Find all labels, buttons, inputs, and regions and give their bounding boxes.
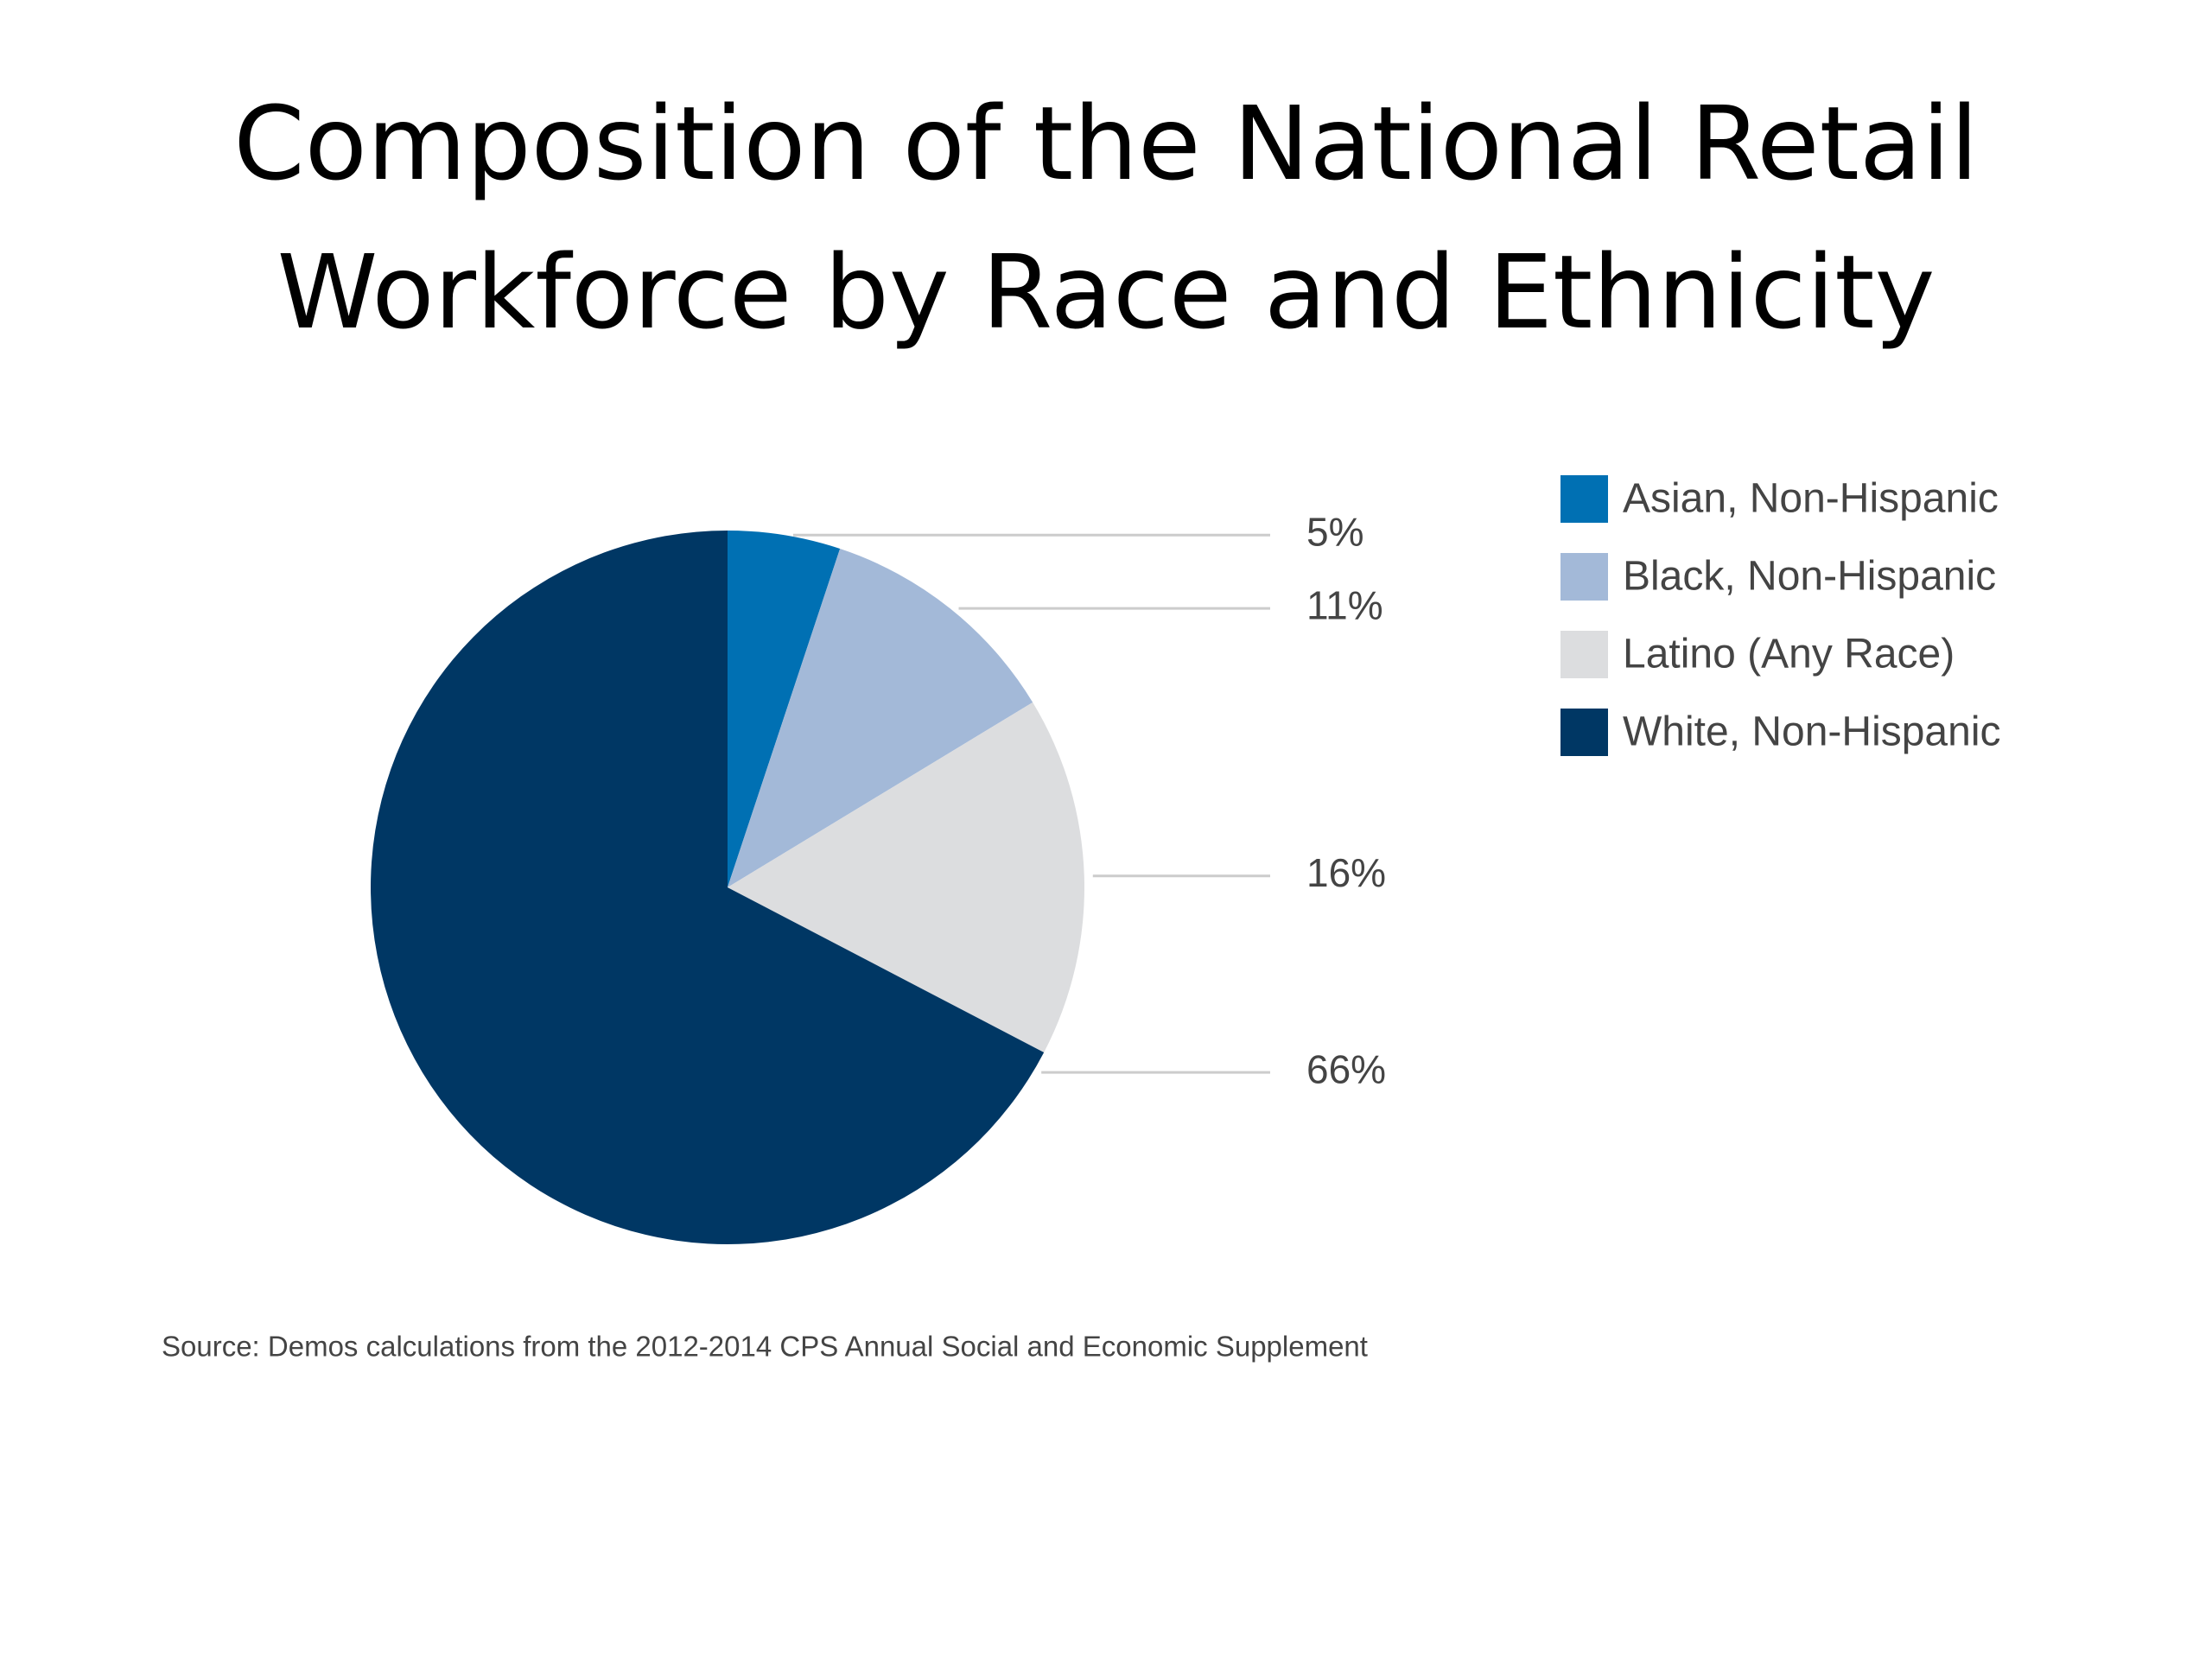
legend-swatch: [1560, 709, 1608, 756]
legend-swatch: [1560, 553, 1608, 601]
data-label: 66%: [1306, 1046, 1386, 1091]
legend-swatch: [1560, 475, 1608, 523]
data-label: 11%: [1306, 582, 1383, 627]
chart-title: Composition of the National Retail Workf…: [233, 84, 1979, 352]
legend-label: Asian, Non-Hispanic: [1623, 476, 1999, 522]
data-label: 16%: [1306, 850, 1386, 895]
pie-slice: [728, 702, 1084, 1053]
legend-label: Latino (Any Race): [1623, 632, 1955, 677]
pie-slice: [371, 531, 1045, 1244]
legend-label: White, Non-Hispanic: [1623, 709, 2000, 755]
legend-label: Black, Non-Hispanic: [1623, 554, 1996, 600]
pie-slice: [728, 549, 1033, 887]
data-label: 5%: [1306, 509, 1363, 554]
pie-slice: [728, 531, 841, 887]
legend-swatch: [1560, 631, 1608, 678]
source-note: Source: Demos calculations from the 2012…: [162, 1331, 1368, 1363]
